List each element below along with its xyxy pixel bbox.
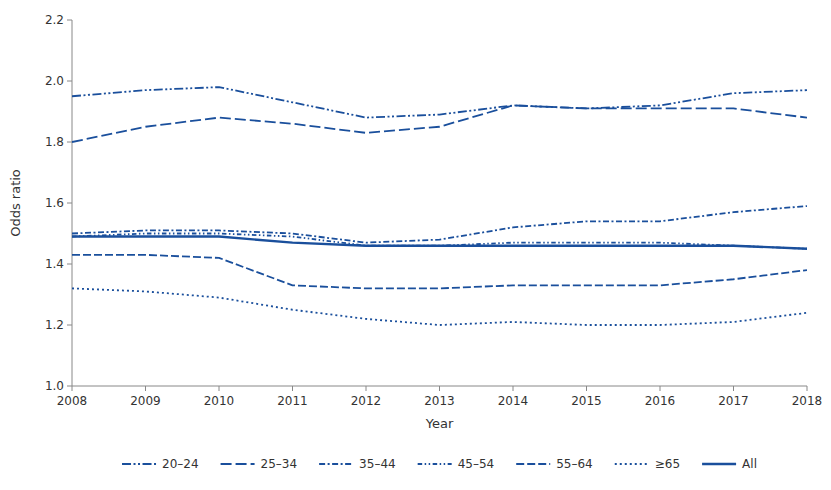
x-tick — [660, 386, 661, 391]
series-group — [72, 87, 807, 325]
y-tick — [67, 386, 72, 387]
legend-item: 20–24 — [122, 457, 199, 471]
series-line — [72, 255, 807, 289]
x-tick-label: 2011 — [277, 394, 308, 408]
legend-item: ≥65 — [615, 457, 680, 471]
y-tick — [67, 264, 72, 265]
legend-item: All — [702, 457, 757, 471]
y-tick — [67, 81, 72, 82]
y-tick-label: 1.4 — [45, 257, 64, 271]
legend-label: 25–34 — [261, 457, 298, 471]
x-tick — [439, 386, 440, 391]
y-axis-label: Odds ratio — [8, 169, 23, 237]
legend-swatch — [516, 463, 550, 465]
y-tick — [67, 325, 72, 326]
series-line — [72, 87, 807, 118]
x-tick — [145, 386, 146, 391]
y-tick-label: 1.6 — [45, 196, 64, 210]
legend-label: All — [742, 457, 757, 471]
x-tick-label: 2015 — [571, 394, 602, 408]
legend: 20–24 25–34 35–44 45–54 55–64 ≥65 All — [122, 457, 757, 471]
legend-item: 25–34 — [221, 457, 298, 471]
y-tick-label: 2.0 — [45, 74, 64, 88]
axes: 1.0 1.2 1.4 1.6 1.8 2.0 2.2 2008 2009 2010 2011 201… — [45, 13, 822, 408]
series-line — [72, 105, 807, 142]
legend-label: ≥65 — [655, 457, 680, 471]
x-tick — [292, 386, 293, 391]
legend-label: 35–44 — [359, 457, 396, 471]
x-axis-label: Year — [425, 416, 454, 431]
x-tick — [72, 386, 73, 391]
legend-swatch — [418, 463, 452, 465]
legend-swatch — [702, 463, 736, 465]
legend-label: 45–54 — [458, 457, 495, 471]
series-line — [72, 234, 807, 249]
x-tick-label: 2012 — [351, 394, 382, 408]
x-tick — [586, 386, 587, 391]
legend-swatch — [122, 463, 156, 465]
legend-swatch — [615, 463, 649, 465]
y-tick — [67, 142, 72, 143]
x-tick-label: 2017 — [718, 394, 749, 408]
legend-item: 45–54 — [418, 457, 495, 471]
legend-swatch — [319, 463, 353, 465]
legend-label: 20–24 — [162, 457, 199, 471]
x-tick — [366, 386, 367, 391]
x-tick — [807, 386, 808, 391]
y-tick-label: 1.2 — [45, 318, 64, 332]
y-tick-label: 2.2 — [45, 13, 64, 27]
x-tick — [733, 386, 734, 391]
x-tick — [513, 386, 514, 391]
y-tick — [67, 20, 72, 21]
legend-item: 55–64 — [516, 457, 593, 471]
y-tick — [67, 203, 72, 204]
legend-item: 35–44 — [319, 457, 396, 471]
x-tick-label: 2010 — [204, 394, 235, 408]
x-tick-label: 2009 — [130, 394, 161, 408]
x-tick-label: 2018 — [792, 394, 823, 408]
x-tick — [219, 386, 220, 391]
x-tick-label: 2016 — [645, 394, 676, 408]
legend-swatch — [221, 463, 255, 465]
chart: 1.0 1.2 1.4 1.6 1.8 2.0 2.2 2008 2009 2010 2011 201… — [0, 0, 831, 490]
x-tick-label: 2013 — [424, 394, 455, 408]
series-line — [72, 288, 807, 325]
x-tick-label: 2014 — [498, 394, 529, 408]
legend-label: 55–64 — [556, 457, 593, 471]
x-tick-label: 2008 — [57, 394, 88, 408]
y-tick-label: 1.8 — [45, 135, 64, 149]
series-line — [72, 237, 807, 249]
y-tick-label: 1.0 — [45, 379, 64, 393]
